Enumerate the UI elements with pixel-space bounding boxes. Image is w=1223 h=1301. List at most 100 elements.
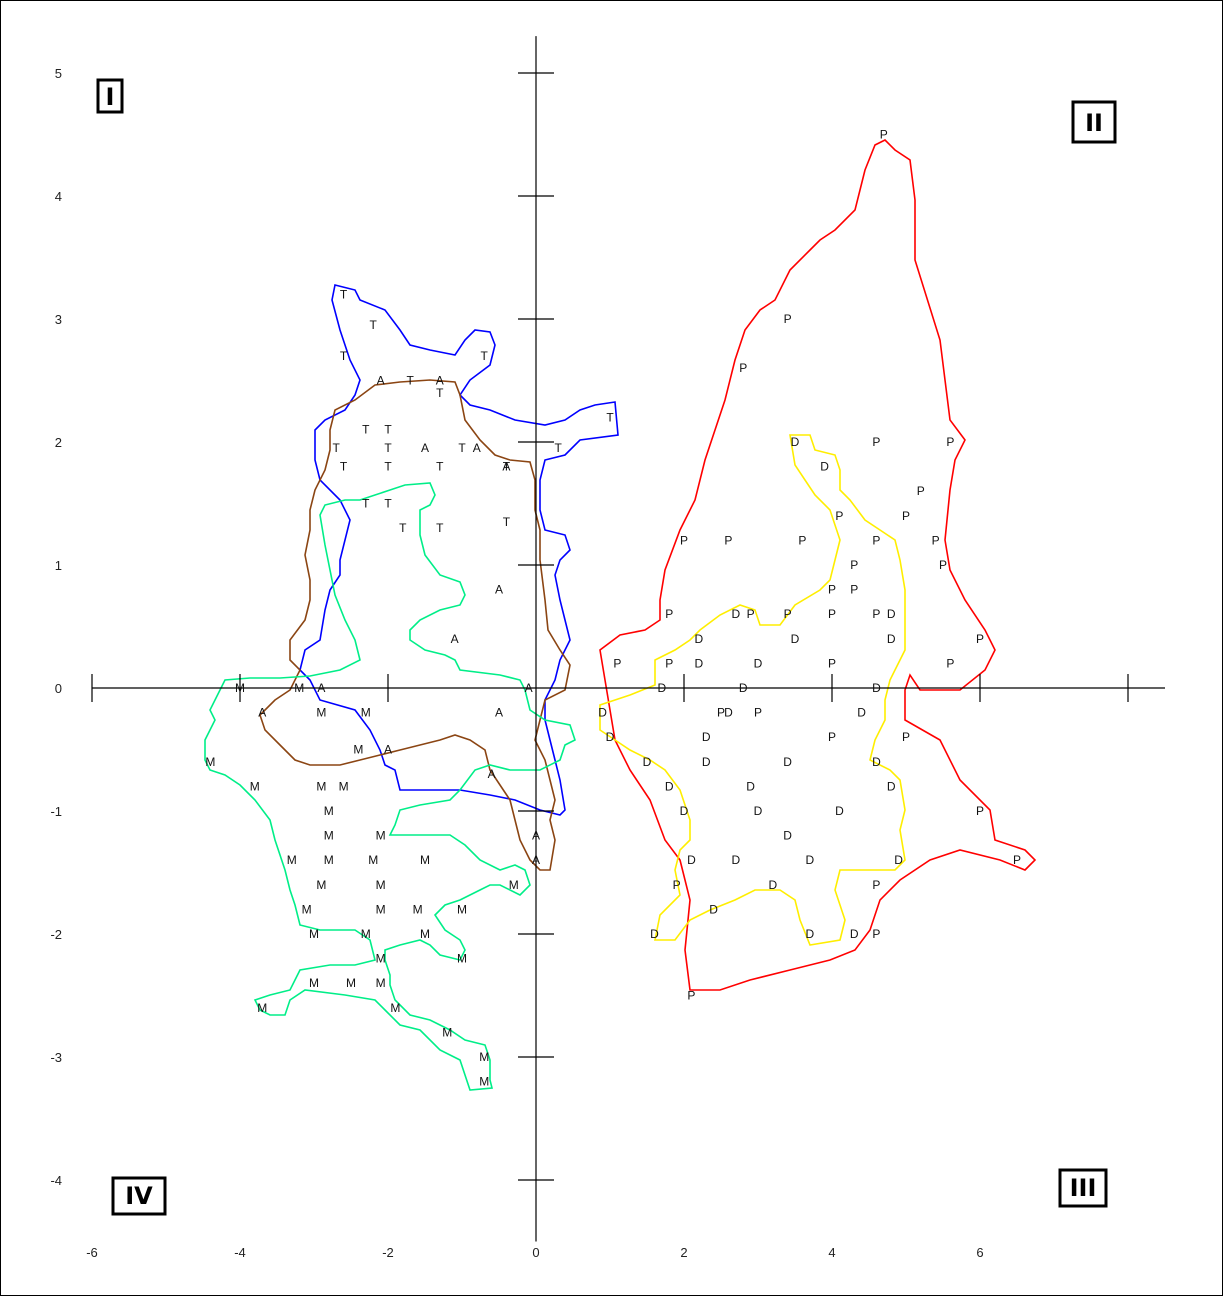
data-point-D: D xyxy=(746,779,755,793)
x-tick-label: 4 xyxy=(828,1245,835,1260)
quadrant-III-label: III xyxy=(1070,1174,1097,1202)
data-point-M: M xyxy=(346,976,356,990)
data-point-P: P xyxy=(850,558,858,572)
quadrant-labels: I II III IV xyxy=(96,78,1117,1216)
x-tick-label: -4 xyxy=(234,1245,246,1260)
data-point-P: P xyxy=(687,989,695,1003)
data-point-P: P xyxy=(946,656,954,670)
data-point-A: A xyxy=(532,829,540,843)
data-point-D: D xyxy=(857,706,866,720)
y-tick-label: -4 xyxy=(50,1173,62,1188)
data-point-D: D xyxy=(887,632,896,646)
data-point-T: T xyxy=(407,374,415,388)
data-point-P: P xyxy=(784,312,792,326)
data-point-M: M xyxy=(339,779,349,793)
data-point-D: D xyxy=(887,779,896,793)
data-point-D: D xyxy=(805,853,814,867)
data-point-D: D xyxy=(731,853,740,867)
data-point-D: D xyxy=(665,779,674,793)
quadrant-IV: IV xyxy=(111,1176,167,1216)
data-point-T: T xyxy=(436,460,444,474)
data-point-T: T xyxy=(340,287,348,301)
quadrant-II-label: II xyxy=(1085,109,1103,137)
data-point-P: P xyxy=(739,361,747,375)
data-point-P: P xyxy=(946,435,954,449)
y-tick-label: 1 xyxy=(55,558,62,573)
data-point-P: P xyxy=(754,706,762,720)
data-point-D: D xyxy=(650,927,659,941)
data-point-T: T xyxy=(384,460,392,474)
data-point-D: D xyxy=(702,730,711,744)
data-point-D: D xyxy=(872,681,881,695)
data-point-A: A xyxy=(421,441,429,455)
data-point-M: M xyxy=(316,706,326,720)
data-point-T: T xyxy=(436,386,444,400)
data-point-P: P xyxy=(798,533,806,547)
data-point-M: M xyxy=(353,743,363,757)
data-point-P: P xyxy=(872,435,880,449)
data-point-T: T xyxy=(333,441,341,455)
data-point-M: M xyxy=(376,976,386,990)
y-tick-label: 3 xyxy=(55,312,62,327)
data-point-D: D xyxy=(872,755,881,769)
data-point-D: D xyxy=(724,706,733,720)
data-point-D: D xyxy=(687,853,696,867)
quadrant-II: II xyxy=(1071,100,1117,144)
data-point-M: M xyxy=(457,952,467,966)
data-point-P: P xyxy=(932,533,940,547)
data-point-D: D xyxy=(783,829,792,843)
data-point-P: P xyxy=(784,607,792,621)
data-point-D: D xyxy=(643,755,652,769)
quadrant-III: III xyxy=(1058,1168,1108,1208)
data-point-D: D xyxy=(791,632,800,646)
data-point-T: T xyxy=(458,441,466,455)
data-point-T: T xyxy=(384,423,392,437)
data-point-M: M xyxy=(250,779,260,793)
data-point-M: M xyxy=(479,1075,489,1089)
data-point-T: T xyxy=(362,423,370,437)
data-point-D: D xyxy=(820,460,829,474)
data-point-D: D xyxy=(694,656,703,670)
data-point-M: M xyxy=(316,878,326,892)
data-point-M: M xyxy=(361,927,371,941)
data-point-P: P xyxy=(724,533,732,547)
tick-labels: -6 -4 -2 0 2 4 6 5 4 3 2 1 0 -1 -2 -3 -4 xyxy=(50,66,983,1260)
data-point-M: M xyxy=(316,779,326,793)
data-point-P: P xyxy=(828,656,836,670)
data-point-M: M xyxy=(361,706,371,720)
data-point-M: M xyxy=(376,902,386,916)
y-tick-label: -2 xyxy=(50,927,62,942)
data-point-P: P xyxy=(976,632,984,646)
data-point-T: T xyxy=(340,460,348,474)
data-point-A: A xyxy=(488,767,496,781)
quadrant-IV-label: IV xyxy=(125,1182,153,1210)
data-point-P: P xyxy=(902,509,910,523)
group-hulls xyxy=(204,139,1037,1091)
data-point-M: M xyxy=(479,1050,489,1064)
data-point-T: T xyxy=(399,521,407,535)
x-tick-label: -6 xyxy=(86,1245,98,1260)
quadrant-I-label: I xyxy=(106,83,115,111)
data-point-M: M xyxy=(420,853,430,867)
data-point-P: P xyxy=(747,607,755,621)
data-point-A: A xyxy=(473,441,481,455)
data-point-P: P xyxy=(872,878,880,892)
quadrant-I: I xyxy=(96,78,124,114)
data-point-D: D xyxy=(694,632,703,646)
data-point-M: M xyxy=(324,853,334,867)
data-point-P: P xyxy=(917,484,925,498)
data-point-M: M xyxy=(376,829,386,843)
y-tick-label: -3 xyxy=(50,1050,62,1065)
data-point-T: T xyxy=(503,515,511,529)
data-point-A: A xyxy=(495,706,503,720)
data-point-D: D xyxy=(894,853,903,867)
data-point-T: T xyxy=(436,521,444,535)
data-point-M: M xyxy=(294,681,304,695)
data-point-M: M xyxy=(302,902,312,916)
data-point-A: A xyxy=(495,583,503,597)
data-point-A: A xyxy=(436,374,444,388)
data-point-A: A xyxy=(258,706,266,720)
